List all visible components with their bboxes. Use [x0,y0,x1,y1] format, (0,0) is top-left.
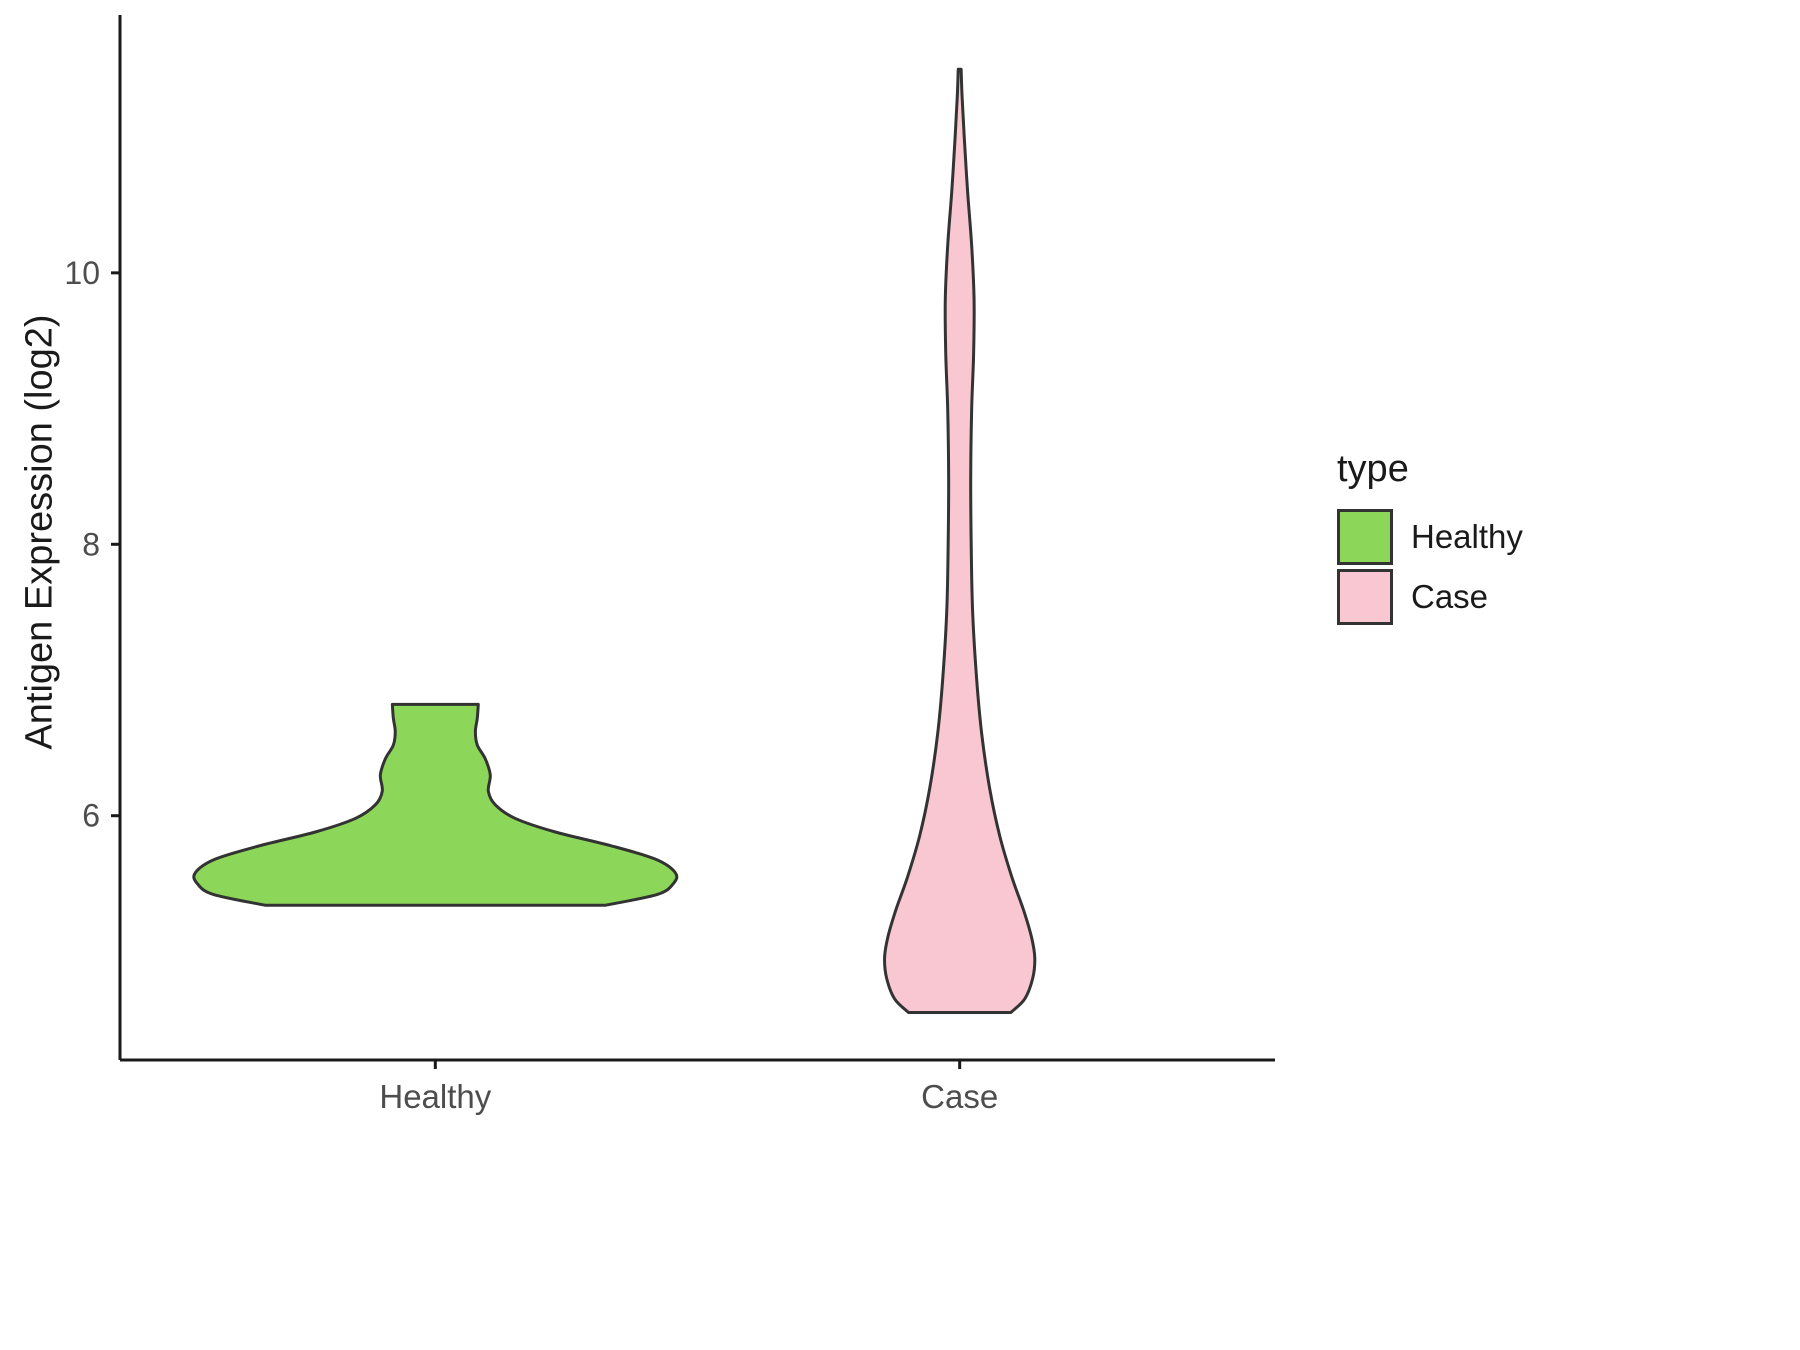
legend-label-case: Case [1411,578,1489,615]
y-axis-title: Antigen Expression (log2) [18,314,61,750]
y-tick-label: 10 [64,255,100,291]
legend-key-case [1337,569,1393,625]
legend-key-healthy [1337,509,1393,565]
violin-healthy [192,702,679,907]
legend-entry-healthy: Healthy [1337,509,1523,565]
violin-case [883,67,1037,1014]
y-tick-label: 8 [82,526,100,562]
legend-label-healthy: Healthy [1411,518,1523,555]
x-tick-label: Healthy [379,1078,491,1115]
x-tick-label: Case [921,1078,998,1115]
legend: type Healthy Case [1337,448,1523,629]
legend-entry-case: Case [1337,569,1523,625]
legend-title: type [1337,448,1409,490]
y-tick-label: 6 [82,798,100,834]
